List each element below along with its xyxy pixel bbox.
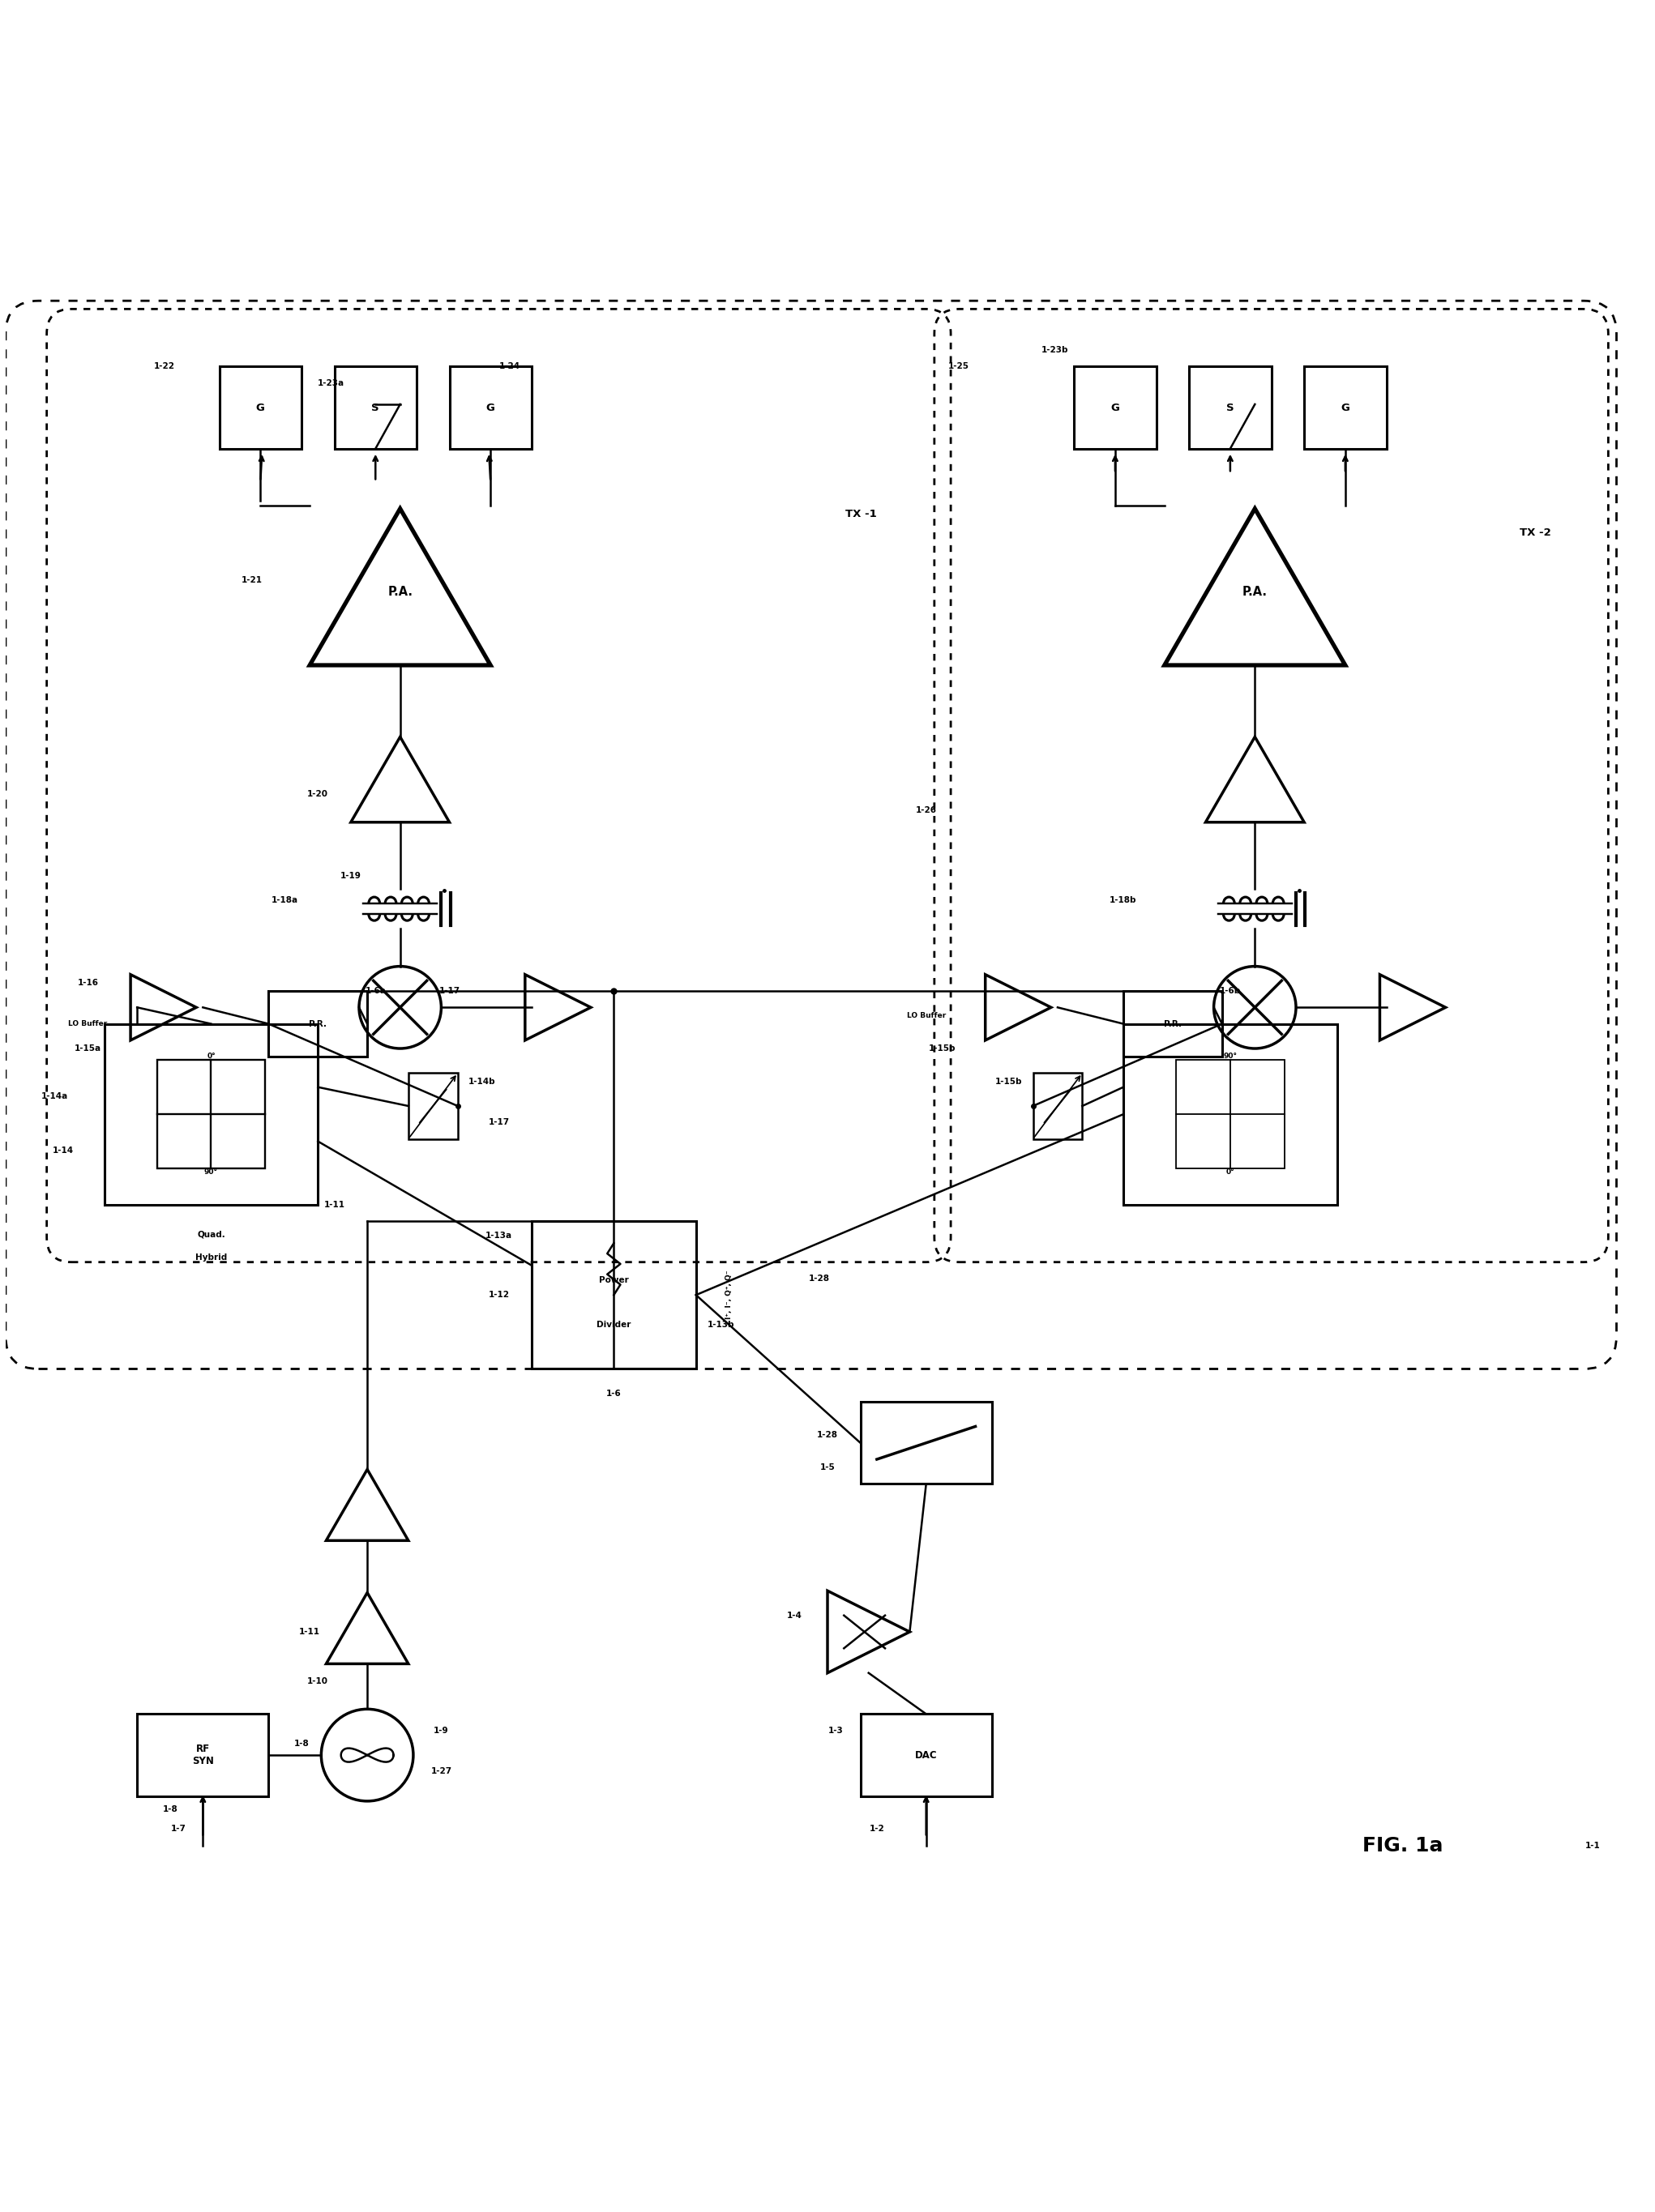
Bar — [220, 367, 301, 449]
Text: 1-15b: 1-15b — [995, 1077, 1021, 1086]
Text: LO Buffer: LO Buffer — [907, 1011, 945, 1020]
Bar — [268, 991, 367, 1057]
Text: 1-26: 1-26 — [915, 805, 937, 814]
Text: 1-12: 1-12 — [488, 1292, 510, 1298]
Text: 1-27: 1-27 — [430, 1767, 452, 1776]
Bar — [1304, 367, 1387, 449]
Text: 1-13b: 1-13b — [707, 1321, 735, 1329]
Text: 1-8: 1-8 — [295, 1739, 309, 1747]
Bar — [1190, 367, 1271, 449]
Text: P.A.: P.A. — [1243, 586, 1268, 597]
Bar — [409, 1073, 458, 1139]
Bar — [450, 367, 531, 449]
Text: FIG. 1a: FIG. 1a — [1362, 1836, 1443, 1856]
Text: 1-17: 1-17 — [439, 987, 460, 995]
Text: TX -2: TX -2 — [1519, 526, 1551, 538]
Text: 0°: 0° — [207, 1053, 215, 1060]
Text: 1-13a: 1-13a — [485, 1232, 511, 1241]
Text: 1-1: 1-1 — [1585, 1840, 1600, 1849]
Text: G: G — [1111, 403, 1119, 414]
Text: 1-6b: 1-6b — [1220, 987, 1241, 995]
Text: 1-9: 1-9 — [434, 1725, 449, 1734]
Text: 90°: 90° — [204, 1168, 218, 1177]
Text: 1-11: 1-11 — [300, 1628, 321, 1637]
Text: 1-19: 1-19 — [341, 872, 361, 880]
Text: G: G — [257, 403, 265, 414]
Text: 1-28: 1-28 — [809, 1274, 829, 1283]
Bar — [334, 367, 417, 449]
Text: 1-17: 1-17 — [488, 1119, 510, 1126]
Text: P.R.: P.R. — [1163, 1020, 1182, 1029]
Text: 1-3: 1-3 — [828, 1725, 844, 1734]
Bar — [157, 1060, 265, 1168]
Bar — [104, 1024, 318, 1206]
Text: P.A.: P.A. — [387, 586, 412, 597]
Text: 1-4: 1-4 — [788, 1610, 803, 1619]
Text: 1-18b: 1-18b — [1111, 896, 1137, 905]
Text: S: S — [372, 403, 379, 414]
Text: 1-10: 1-10 — [308, 1677, 328, 1686]
Text: Quad.: Quad. — [197, 1230, 225, 1239]
Text: 0°: 0° — [1226, 1168, 1235, 1177]
Text: 1-7: 1-7 — [170, 1825, 185, 1834]
Text: 1-14a: 1-14a — [41, 1093, 68, 1099]
Text: 1-15a: 1-15a — [74, 1044, 101, 1053]
Text: Power: Power — [599, 1276, 629, 1285]
Text: 1-23a: 1-23a — [318, 378, 344, 387]
Text: G: G — [1341, 403, 1350, 414]
Text: G: G — [487, 403, 495, 414]
Text: 1-16: 1-16 — [78, 978, 98, 987]
Text: 1-8: 1-8 — [162, 1805, 177, 1814]
Text: 1-23b: 1-23b — [1041, 345, 1069, 354]
Text: S: S — [1226, 403, 1235, 414]
Text: 1-25: 1-25 — [948, 363, 970, 372]
Text: DAC: DAC — [915, 1750, 937, 1761]
Bar — [1124, 991, 1221, 1057]
Bar — [1033, 1073, 1082, 1139]
Text: LO Buffer: LO Buffer — [68, 1020, 108, 1029]
Text: P.R.: P.R. — [309, 1020, 326, 1029]
Text: 1-21: 1-21 — [242, 575, 263, 584]
Text: 1-28: 1-28 — [818, 1431, 837, 1438]
Bar — [861, 1402, 991, 1484]
Text: Hybrid: Hybrid — [195, 1254, 227, 1261]
Text: 1-14: 1-14 — [53, 1146, 74, 1155]
Text: 1-6a: 1-6a — [366, 987, 386, 995]
Text: I⁺, I⁻, Q⁺, Q⁻: I⁺, I⁻, Q⁺, Q⁻ — [725, 1270, 733, 1321]
Text: 1-22: 1-22 — [154, 363, 175, 372]
Text: 1-5: 1-5 — [819, 1464, 836, 1471]
Text: 90°: 90° — [1223, 1053, 1236, 1060]
Bar — [137, 1714, 268, 1796]
Bar — [1177, 1060, 1284, 1168]
Text: Divider: Divider — [597, 1321, 631, 1329]
Text: 1-14b: 1-14b — [468, 1077, 497, 1086]
Bar — [531, 1221, 697, 1369]
Text: 1-24: 1-24 — [498, 363, 520, 372]
Text: 1-6: 1-6 — [606, 1389, 621, 1398]
Bar — [1124, 1024, 1337, 1206]
Text: RF
SYN: RF SYN — [192, 1743, 213, 1767]
Text: 1-20: 1-20 — [308, 790, 328, 799]
Bar — [861, 1714, 991, 1796]
Bar — [1074, 367, 1157, 449]
Text: 1-11: 1-11 — [324, 1201, 344, 1208]
Text: TX -1: TX -1 — [846, 509, 877, 520]
Text: 1-18a: 1-18a — [271, 896, 298, 905]
Text: 1-15b: 1-15b — [928, 1044, 957, 1053]
Text: 1-2: 1-2 — [869, 1825, 884, 1834]
